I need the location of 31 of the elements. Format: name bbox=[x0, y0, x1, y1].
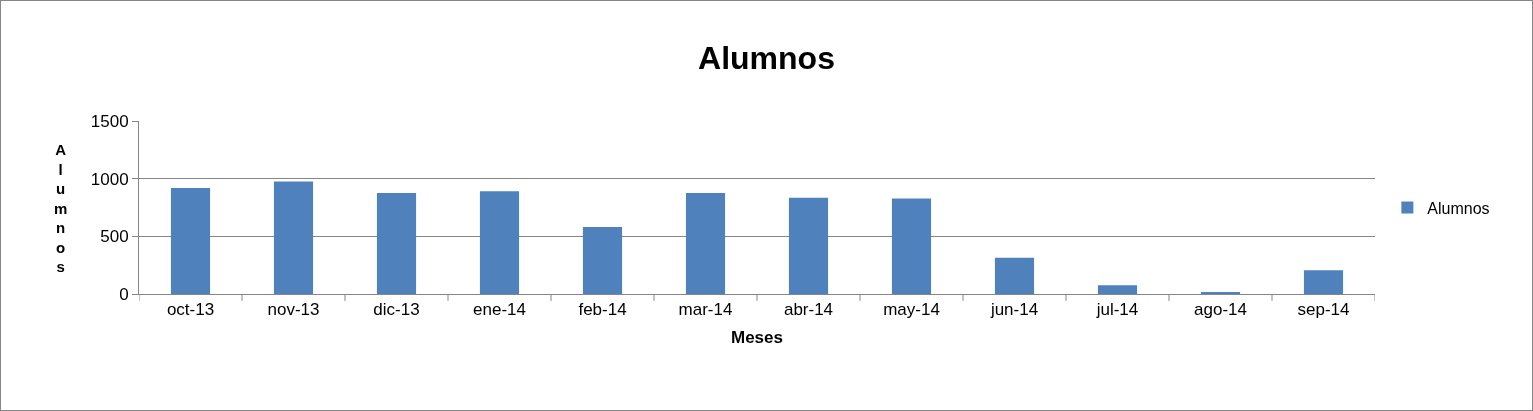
legend-label: Alumnos bbox=[1427, 199, 1490, 217]
y-tick-label: 500 bbox=[100, 227, 129, 247]
x-tick-label: ago-14 bbox=[1194, 300, 1247, 320]
bar bbox=[891, 198, 932, 294]
bar bbox=[685, 193, 726, 294]
x-tick-label: mar-14 bbox=[678, 300, 733, 320]
x-tick-label: abr-14 bbox=[783, 300, 834, 320]
x-tick-label: feb-14 bbox=[578, 300, 627, 320]
x-tick-label: jun-14 bbox=[989, 300, 1039, 320]
y-tick-label: 1000 bbox=[90, 169, 129, 189]
bar bbox=[170, 187, 211, 294]
chart-title: Alumnos bbox=[698, 40, 835, 77]
x-tick-label: jul-14 bbox=[1095, 300, 1139, 320]
bar bbox=[1097, 285, 1138, 294]
bar bbox=[582, 227, 623, 294]
x-tick-label: ene-14 bbox=[473, 300, 526, 320]
bar bbox=[788, 197, 829, 294]
bar bbox=[273, 181, 314, 294]
x-tick-label: dic-13 bbox=[373, 300, 420, 320]
x-tick-label: oct-13 bbox=[166, 300, 215, 320]
bar bbox=[479, 191, 520, 294]
y-tick-label: 0 bbox=[119, 284, 129, 304]
bar bbox=[376, 193, 417, 294]
y-axis-title: Alumnos bbox=[54, 141, 68, 275]
y-tick-label: 1500 bbox=[90, 111, 129, 131]
x-tick-label: sep-14 bbox=[1297, 300, 1350, 320]
bar bbox=[994, 257, 1035, 294]
bar bbox=[1303, 270, 1344, 294]
x-axis-title: Meses bbox=[731, 327, 783, 347]
x-tick-label: nov-13 bbox=[267, 300, 320, 320]
x-tick-label: may-14 bbox=[883, 300, 940, 320]
